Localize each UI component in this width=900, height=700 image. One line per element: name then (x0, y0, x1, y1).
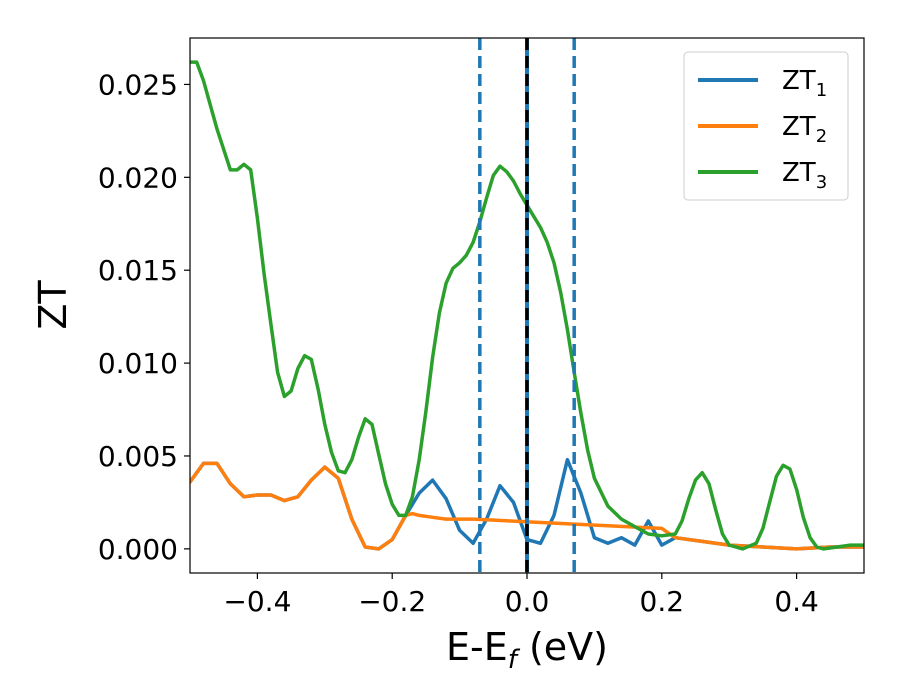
vline-layer (478, 38, 576, 573)
legend-box (683, 51, 849, 201)
legend-label-subscript: 2 (816, 126, 827, 147)
x-axis-title-unit: (eV) (517, 625, 608, 669)
x-axis-title: E-Ef (eV) (446, 625, 608, 675)
x-tick-label: 0.0 (505, 585, 550, 618)
legend-label-subscript: 1 (816, 80, 827, 101)
legend-label-zt3: ZT3 (782, 158, 827, 193)
x-tick-label: 0.2 (640, 585, 685, 618)
y-tick-label: 0.000 (98, 533, 178, 566)
y-tick-label: 0.010 (98, 347, 178, 380)
y-ticks: 0.000 0.005 0.010 0.015 0.020 0.025 (98, 68, 190, 566)
x-ticks: −0.4 −0.2 0.0 0.2 0.4 (223, 573, 819, 618)
y-axis-title: ZT (31, 280, 75, 330)
x-tick-label: −0.4 (223, 585, 291, 618)
x-tick-label: −0.2 (358, 585, 426, 618)
y-tick-label: 0.020 (98, 161, 178, 194)
legend-label-main: ZT (782, 112, 816, 142)
series-line-zt3 (190, 60, 864, 551)
y-tick-label: 0.005 (98, 440, 178, 473)
legend-label-zt1: ZT1 (782, 66, 827, 101)
legend-label-main: ZT (782, 158, 816, 188)
legend-label-main: ZT (782, 66, 816, 96)
x-axis-title-main: E-E (446, 625, 508, 669)
y-tick-label: 0.025 (98, 68, 178, 101)
y-tick-label: 0.015 (98, 254, 178, 287)
legend-label-subscript: 3 (816, 172, 827, 193)
series-layer (190, 60, 864, 551)
legend-label-zt2: ZT2 (782, 112, 827, 147)
x-tick-label: 0.4 (774, 585, 819, 618)
series-line-zt2 (190, 461, 864, 551)
